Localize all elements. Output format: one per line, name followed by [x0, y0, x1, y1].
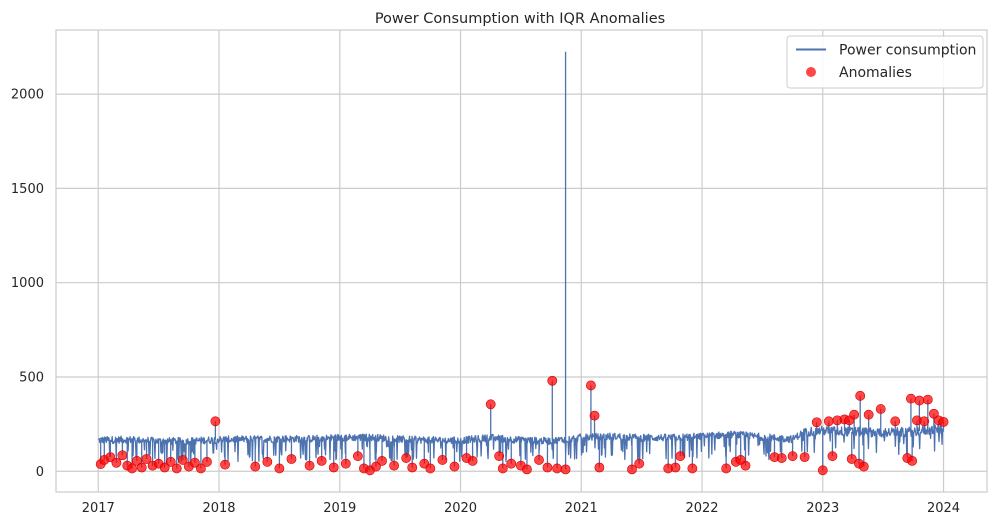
- anomaly-point: [494, 451, 505, 462]
- x-tick-label: 2020: [444, 501, 477, 516]
- y-tick-label: 500: [19, 370, 44, 385]
- anomaly-point: [817, 465, 828, 476]
- anomaly-point: [105, 452, 116, 463]
- anomaly-point: [776, 453, 787, 463]
- anomaly-point: [627, 464, 637, 475]
- anomaly-point: [377, 455, 387, 466]
- anomaly-point: [195, 463, 206, 474]
- anomaly-point: [721, 463, 732, 474]
- anomaly-point: [220, 459, 230, 470]
- anomaly-point: [875, 404, 886, 414]
- anomaly-point: [177, 455, 188, 465]
- anomaly-point: [449, 461, 460, 472]
- anomaly-point: [304, 460, 315, 471]
- anomaly-point: [849, 409, 860, 420]
- anomaly-point: [250, 461, 261, 472]
- anomaly-point: [542, 462, 553, 473]
- anomaly-point: [670, 462, 681, 473]
- anomaly-point: [467, 455, 478, 466]
- anomaly-point: [740, 460, 751, 471]
- anomaly-point: [497, 463, 508, 474]
- anomaly-point: [352, 451, 363, 462]
- anomaly-point: [922, 394, 933, 405]
- anomaly-point: [846, 454, 857, 464]
- legend-dot-swatch: [806, 67, 816, 77]
- anomaly-point: [111, 457, 122, 468]
- x-tick-label: 2019: [323, 501, 356, 516]
- legend-frame: [786, 35, 984, 89]
- anomaly-point: [159, 462, 170, 473]
- anomaly-point: [534, 455, 544, 465]
- anomaly-point: [906, 393, 916, 404]
- plot-frame: [55, 29, 988, 493]
- x-tick-label: 2023: [806, 501, 839, 516]
- anomaly-point: [863, 409, 874, 420]
- y-tick-label: 0: [36, 465, 44, 480]
- anomaly-point: [811, 417, 822, 428]
- y-tick-label: 1000: [11, 276, 44, 291]
- anomaly-point: [928, 408, 939, 419]
- x-tick-label: 2024: [927, 501, 960, 516]
- anomaly-point: [407, 462, 418, 473]
- anomaly-point: [560, 464, 571, 475]
- anomaly-point: [389, 460, 400, 471]
- anomaly-point: [141, 454, 152, 464]
- anomaly-point: [485, 399, 496, 410]
- grid: [56, 30, 987, 492]
- anomaly-point: [165, 456, 176, 467]
- x-tick-label: 2021: [565, 501, 598, 516]
- chart-title: Power Consumption with IQR Anomalies: [375, 11, 665, 27]
- anomaly-point: [189, 457, 200, 468]
- x-tick-label: 2018: [202, 501, 235, 516]
- anomaly-point: [938, 416, 949, 427]
- anomaly-point: [127, 463, 137, 474]
- tick-labels: 2017 2018 2019 2020 2021 2022 2023 2024 0 500 1000…: [11, 88, 960, 516]
- anomaly-point: [131, 455, 142, 466]
- anomaly-point: [171, 463, 182, 474]
- anomaly-point: [586, 380, 596, 391]
- anomaly-point: [401, 453, 412, 463]
- x-tick-label: 2022: [685, 501, 718, 516]
- legend-label-power-consumption: Power consumption: [839, 43, 976, 59]
- anomaly-point: [340, 458, 351, 469]
- anomaly-point: [799, 452, 810, 463]
- anomaly-point: [890, 416, 901, 427]
- anomaly-point: [210, 416, 221, 427]
- anomaly-point: [371, 461, 381, 472]
- anomaly-point: [262, 456, 273, 467]
- anomaly-point: [634, 458, 645, 469]
- anomaly-point: [328, 462, 339, 473]
- anomaly-point: [506, 458, 517, 469]
- anomaly-point: [202, 456, 212, 467]
- legend: Power consumption Anomalies: [786, 35, 984, 89]
- plot-area: [95, 51, 949, 476]
- anomaly-point: [914, 395, 925, 406]
- legend-label-anomalies: Anomalies: [839, 65, 912, 81]
- anomaly-point: [316, 455, 327, 466]
- anomaly-point: [522, 464, 532, 475]
- anomaly-point: [547, 375, 558, 386]
- anomaly-point: [787, 451, 798, 462]
- anomaly-point: [425, 463, 436, 474]
- anomaly-point: [858, 461, 869, 472]
- anomaly-point: [552, 463, 563, 474]
- anomaly-point: [855, 390, 866, 401]
- anomaly-point: [675, 451, 686, 462]
- anomaly-point: [907, 455, 918, 466]
- anomaly-point: [286, 454, 297, 464]
- anomaly-point: [437, 455, 448, 465]
- anomaly-point: [823, 416, 834, 427]
- x-tick-label: 2017: [82, 501, 115, 516]
- anomaly-point: [919, 416, 930, 427]
- anomaly-point: [687, 463, 698, 474]
- y-tick-label: 1500: [11, 182, 44, 197]
- anomaly-point: [117, 450, 128, 461]
- y-tick-label: 2000: [11, 88, 44, 103]
- anomaly-point: [827, 451, 838, 462]
- anomaly-point: [589, 410, 600, 421]
- anomaly-point: [274, 463, 285, 474]
- anomaly-point: [136, 462, 147, 473]
- anomaly-point: [594, 462, 605, 473]
